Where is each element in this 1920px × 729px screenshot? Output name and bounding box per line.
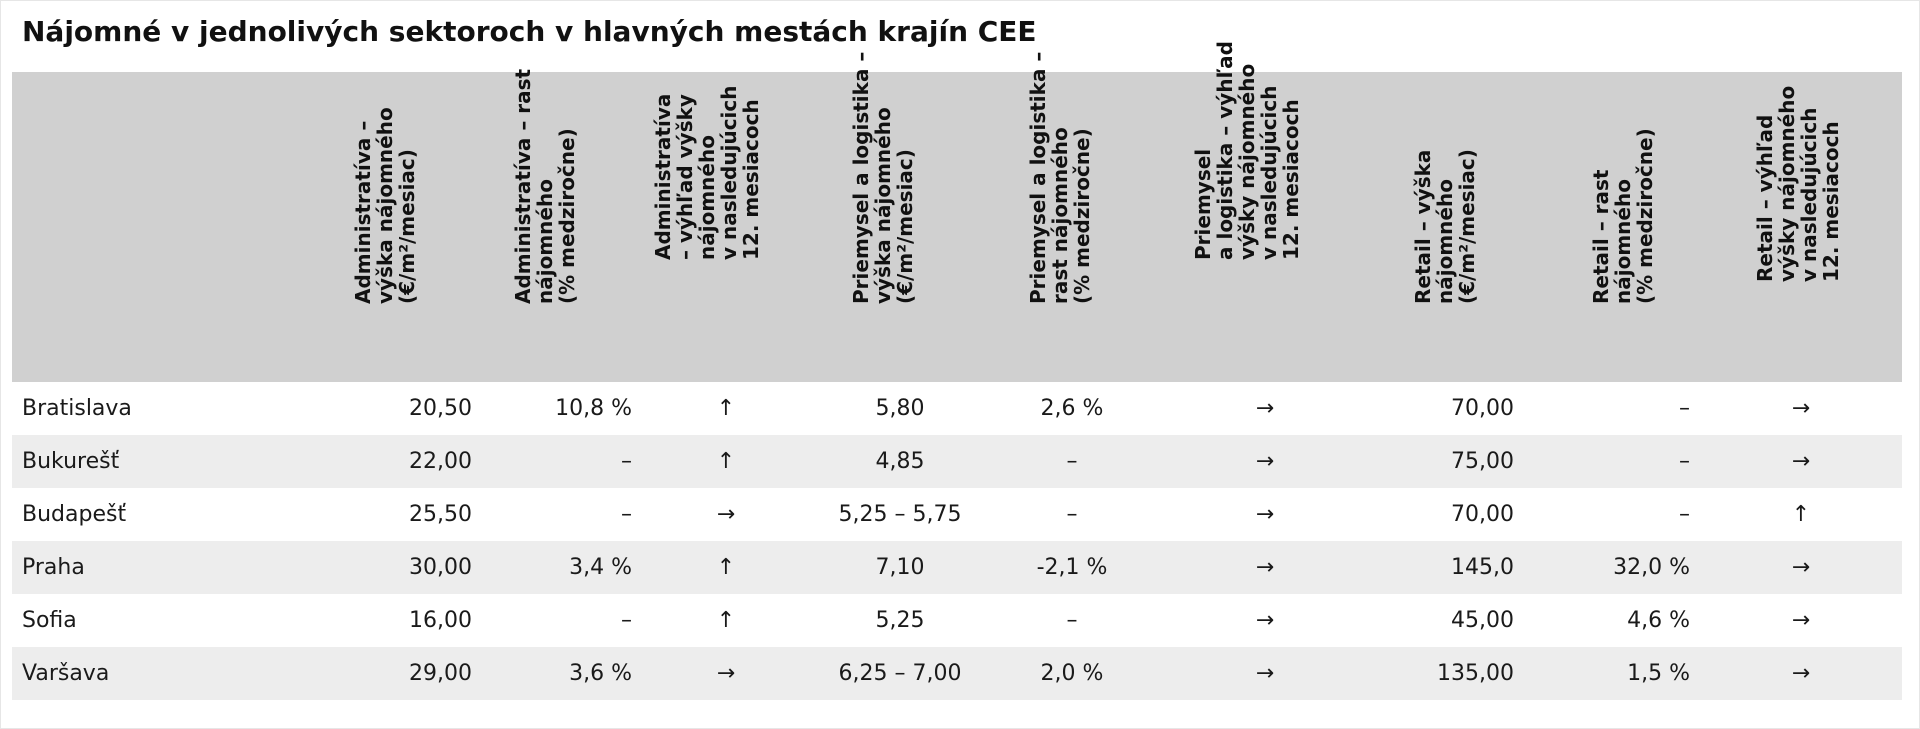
column-header-label: Administratíva – výhľad výšky nájomného …: [651, 85, 763, 260]
table-cell: 3,6 %: [569, 661, 632, 686]
arrow-right-icon: →: [1791, 555, 1811, 580]
table-cell: 2,6 %: [1040, 396, 1104, 421]
rent-table: Administratíva – výška nájomného (€/m²/m…: [12, 41, 1902, 700]
table-cell: 5,25: [875, 608, 925, 633]
table-row: Budapešť 25,50 – → 5,25 – 5,75 – → 70,00 – ↑: [12, 488, 1902, 541]
table-cell: 145,0: [1451, 555, 1514, 580]
table-cell: 1,5 %: [1627, 661, 1690, 686]
table-cell: -2,1 %: [1036, 555, 1108, 580]
table-cell: –: [621, 449, 632, 474]
table-cell: 45,00: [1451, 608, 1514, 633]
arrow-right-icon: →: [1791, 608, 1811, 633]
table-cell: –: [1679, 396, 1690, 421]
column-header-2: Administratíva – rast nájomného (% medzi…: [511, 69, 579, 370]
table-cell: –: [1066, 502, 1078, 527]
arrow-up-icon: ↑: [1791, 502, 1811, 527]
arrow-right-icon: →: [1255, 396, 1275, 421]
city-cell: Bratislava: [22, 396, 132, 421]
arrow-right-icon: →: [1255, 449, 1275, 474]
column-header-label: Priemysel a logistika – výhľad výšky náj…: [1191, 41, 1303, 260]
city-cell: Praha: [22, 555, 85, 580]
table-cell: 135,00: [1437, 661, 1514, 686]
arrow-right-icon: →: [1255, 555, 1275, 580]
city-cell: Budapešť: [22, 502, 127, 527]
table-cell: 6,25 – 7,00: [838, 661, 962, 686]
column-header-9: Retail – výhľad výšky nájomného v nasled…: [1753, 70, 1843, 370]
table-cell: –: [621, 502, 632, 527]
table-cell: –: [1679, 449, 1690, 474]
arrow-up-icon: ↑: [716, 396, 736, 421]
table-row: Bratislava 20,50 10,8 % ↑ 5,80 2,6 % → 70,00 – →: [12, 382, 1902, 435]
table-cell: 20,50: [409, 396, 472, 421]
column-header-label: Administratíva – rast nájomného (% medzi…: [511, 68, 579, 304]
column-header-8: Retail – rast nájomného (% medziročne): [1589, 70, 1657, 370]
table-cell: 5,25 – 5,75: [838, 502, 962, 527]
table-header: Administratíva – výška nájomného (€/m²/m…: [12, 41, 1902, 382]
column-header-label: Retail – výhľad výšky nájomného v nasled…: [1753, 85, 1843, 282]
arrow-right-icon: →: [716, 502, 736, 527]
arrow-up-icon: ↑: [716, 555, 736, 580]
column-header-label: Priemysel a logistika – výška nájomného …: [849, 51, 917, 304]
table-cell: –: [1679, 502, 1690, 527]
table-cell: 30,00: [409, 555, 472, 580]
arrow-right-icon: →: [1791, 396, 1811, 421]
city-cell: Bukurešť: [22, 449, 120, 474]
table-cell: 2,0 %: [1040, 661, 1104, 686]
arrow-right-icon: →: [1791, 661, 1811, 686]
column-header-6: Priemysel a logistika – výhľad výšky náj…: [1191, 41, 1303, 370]
table-cell: 70,00: [1451, 502, 1514, 527]
table-cell: 29,00: [409, 661, 472, 686]
column-header-label: Retail – výška nájomného (€/m²/mesiac): [1411, 149, 1479, 304]
arrow-right-icon: →: [1255, 608, 1275, 633]
table-cell: –: [1066, 449, 1078, 474]
arrow-up-icon: ↑: [716, 608, 736, 633]
table-cell: 3,4 %: [569, 555, 632, 580]
city-cell: Varšava: [22, 661, 110, 686]
table-cell: 4,6 %: [1627, 608, 1690, 633]
page-title: Nájomné v jednolivých sektoroch v hlavný…: [22, 15, 1037, 48]
table-cell: –: [1066, 608, 1078, 633]
arrow-right-icon: →: [1255, 502, 1275, 527]
table-cell: 70,00: [1451, 396, 1514, 421]
column-header-1: Administratíva – výška nájomného (€/m²/m…: [351, 70, 419, 370]
arrow-right-icon: →: [1255, 661, 1275, 686]
arrow-right-icon: →: [1791, 449, 1811, 474]
table-cell: 4,85: [875, 449, 925, 474]
column-header-4: Priemysel a logistika – výška nájomného …: [849, 52, 917, 370]
table-cell: 16,00: [409, 608, 472, 633]
column-header-7: Retail – výška nájomného (€/m²/mesiac): [1411, 70, 1479, 370]
table-cell: 75,00: [1451, 449, 1514, 474]
table-cell: 25,50: [409, 502, 472, 527]
table-cell: 22,00: [409, 449, 472, 474]
column-header-3: Administratíva – výhľad výšky nájomného …: [651, 70, 763, 370]
table-cell: 7,10: [875, 555, 925, 580]
table-row: Praha 30,00 3,4 % ↑ 7,10 -2,1 % → 145,0 32,0 % →: [12, 541, 1902, 594]
arrow-right-icon: →: [716, 661, 736, 686]
table-cell: 10,8 %: [555, 396, 632, 421]
column-header-label: Administratíva – výška nájomného (€/m²/m…: [351, 107, 419, 304]
column-header-label: Retail – rast nájomného (% medziročne): [1589, 128, 1657, 304]
table-row: Sofia 16,00 – ↑ 5,25 – → 45,00 4,6 % →: [12, 594, 1902, 647]
table-cell: 32,0 %: [1613, 555, 1690, 580]
arrow-up-icon: ↑: [716, 449, 736, 474]
table-cell: 5,80: [875, 396, 925, 421]
city-cell: Sofia: [22, 608, 77, 633]
table-cell: –: [621, 608, 632, 633]
table-row: Varšava 29,00 3,6 % → 6,25 – 7,00 2,0 % → 135,0…: [12, 647, 1902, 700]
column-header-5: Priemysel a logistika – rast nájomného (…: [1026, 52, 1094, 370]
table-row: Bukurešť 22,00 – ↑ 4,85 – → 75,00 – →: [12, 435, 1902, 488]
column-header-label: Priemysel a logistika – rast nájomného (…: [1026, 51, 1094, 304]
